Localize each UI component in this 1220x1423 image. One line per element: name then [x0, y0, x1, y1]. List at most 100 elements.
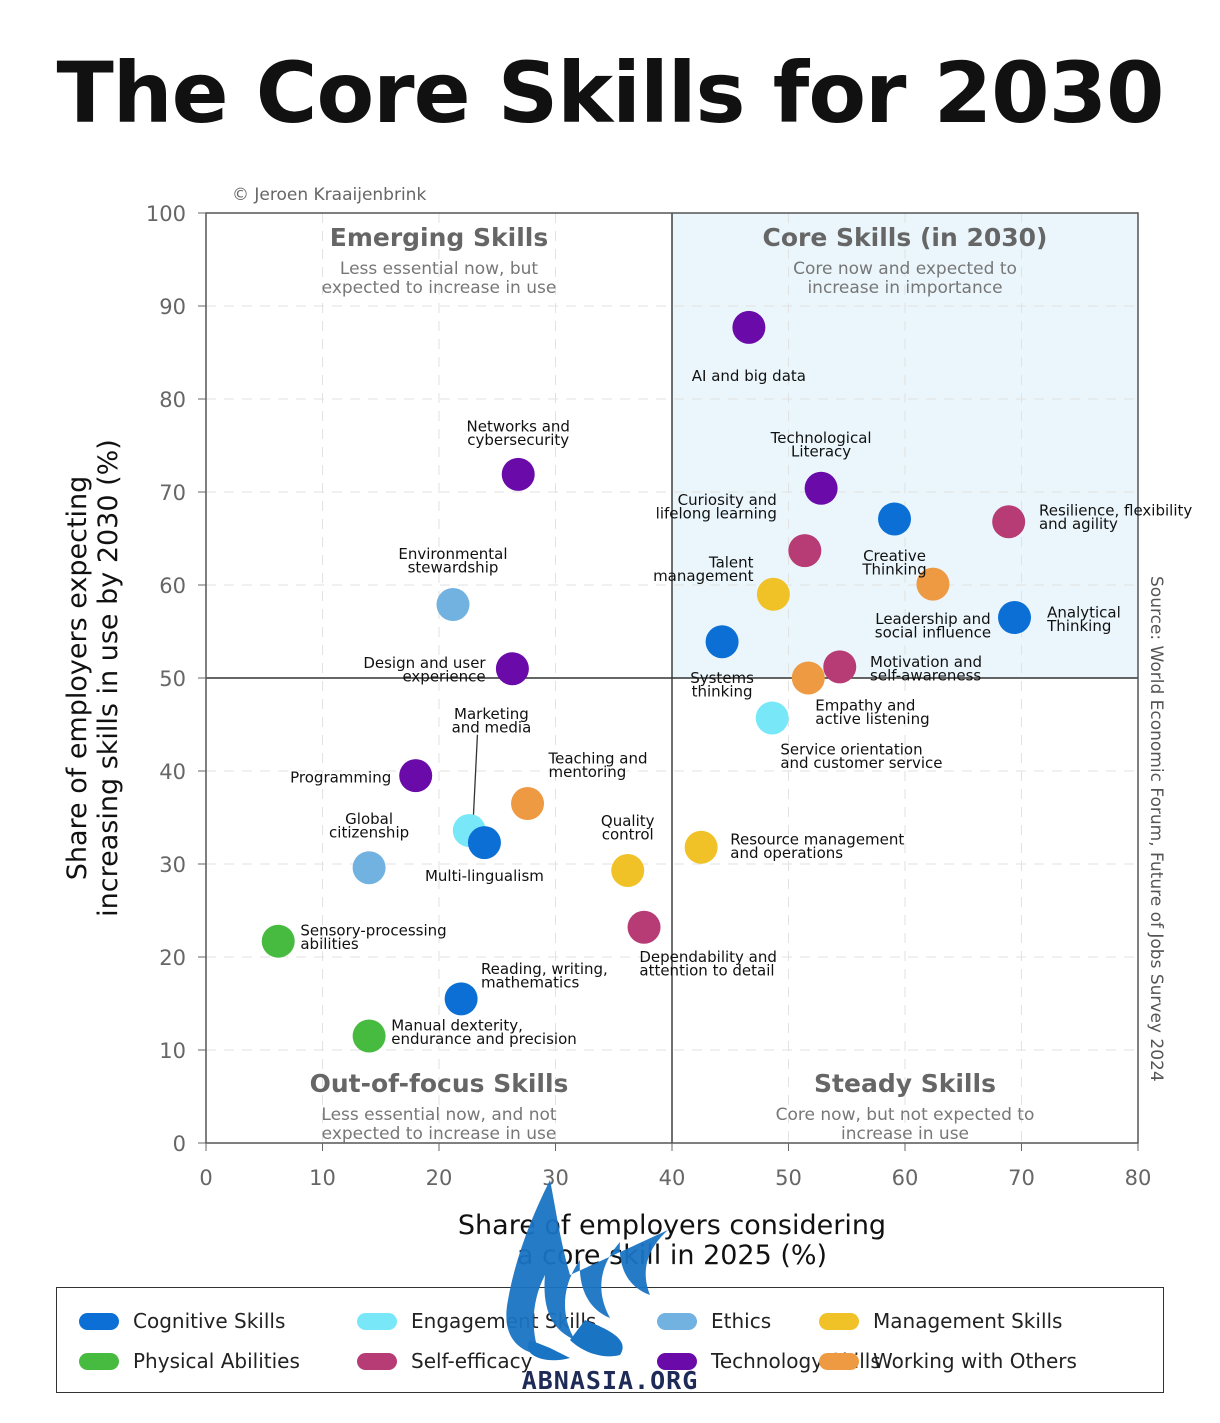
x-tick-label: 50	[775, 1166, 802, 1190]
point-label: Creative	[863, 547, 926, 565]
data-point	[916, 567, 950, 601]
y-tick-label: 20	[159, 946, 186, 970]
data-point	[823, 650, 857, 684]
point-label: experience	[402, 667, 485, 685]
eagle-logo-icon	[506, 1180, 668, 1361]
quadrant-scatter-chart: 0 10 20 30 40 50 60 70 800102030405060708090100 …	[62, 185, 1192, 1271]
y-tick-label: 0	[173, 1132, 186, 1156]
point-label: Analytical	[1047, 604, 1121, 622]
point-label: and agility	[1039, 515, 1118, 533]
legend-swatch	[357, 1352, 397, 1370]
point-label: Thinking	[1046, 617, 1111, 635]
point-label: citizenship	[329, 824, 409, 842]
data-point	[684, 830, 718, 864]
leader-line	[472, 734, 479, 819]
x-tick-label: 30	[542, 1166, 569, 1190]
data-point	[705, 625, 739, 659]
point-label: and operations	[730, 844, 843, 862]
legend-item: Cognitive Skills	[79, 1306, 285, 1336]
x-tick-label: 40	[659, 1166, 686, 1190]
point-label: stewardship	[408, 559, 499, 577]
quadrant-subtitle: expected to increase in use	[322, 1124, 557, 1144]
legend-swatch	[357, 1312, 397, 1330]
point-label: cybersecurity	[467, 431, 569, 449]
copyright-note: © Jeroen Kraaijenbrink	[232, 185, 426, 205]
quadrant-subtitle: Less essential now, and not	[321, 1105, 557, 1125]
legend-label: Working with Others	[873, 1349, 1077, 1373]
quadrant-subtitle: expected to increase in use	[322, 278, 557, 298]
point-label: abilities	[300, 935, 358, 953]
quadrant-title: Out-of-focus Skills	[310, 1069, 569, 1098]
x-tick-label: 60	[892, 1166, 919, 1190]
quadrant-subtitle: increase in importance	[807, 278, 1002, 298]
data-point	[804, 471, 838, 505]
point-label: Environmental	[398, 545, 507, 563]
data-point	[611, 854, 645, 888]
point-label: Curiosity and	[678, 491, 777, 509]
point-label: attention to detail	[639, 961, 774, 979]
watermark-text: ABNASIA.ORG	[521, 1366, 699, 1395]
legend-swatch	[819, 1312, 859, 1330]
y-tick-label: 80	[159, 388, 186, 412]
point-label: Multi-lingualism	[425, 867, 544, 885]
data-point	[627, 910, 661, 944]
point-label: mathematics	[481, 973, 580, 991]
data-point	[732, 310, 766, 344]
point-label: Reading, writing,	[481, 960, 608, 978]
x-tick-label: 20	[426, 1166, 453, 1190]
legend-swatch	[79, 1312, 119, 1330]
point-label: Motivation and	[870, 653, 982, 671]
legend-item: Working with Others	[819, 1346, 1077, 1376]
y-tick-label: 10	[159, 1039, 186, 1063]
y-tick-label: 100	[146, 202, 186, 226]
point-label: social influence	[875, 624, 991, 642]
point-label: mentoring	[549, 763, 627, 781]
point-label: Networks and	[467, 418, 570, 436]
quadrant-subtitle: increase in use	[841, 1124, 969, 1144]
point-label: Programming	[290, 769, 391, 787]
legend-label: Ethics	[711, 1309, 772, 1333]
legend-swatch	[657, 1312, 697, 1330]
point-label: self-awareness	[870, 666, 981, 684]
point-label: Talent	[708, 553, 754, 571]
x-axis-label-line: a core skill in 2025 (%)	[517, 1240, 827, 1271]
point-label: thinking	[692, 682, 753, 700]
quadrant-subtitle: Core now, but not expected to	[776, 1105, 1035, 1125]
data-point	[788, 534, 822, 568]
page-title: The Core Skills for 2030	[56, 44, 1164, 142]
point-label: Dependability and	[639, 948, 777, 966]
y-tick-label: 30	[159, 853, 186, 877]
watermark: ABNASIA.ORG	[490, 1180, 730, 1395]
data-point	[261, 924, 295, 958]
quadrant-subtitle: Less essential now, but	[340, 259, 539, 279]
legend-label: Management Skills	[873, 1309, 1063, 1333]
x-tick-label: 0	[199, 1166, 212, 1190]
y-tick-label: 40	[159, 760, 186, 784]
point-label: management	[653, 567, 754, 585]
legend-label: Physical Abilities	[133, 1349, 300, 1373]
axis-ticks: 0 10 20 30 40 50 60 70 80 0 10 20 30 40 50 60 70 80 90 100	[146, 202, 1151, 1190]
point-label: and media	[452, 719, 532, 737]
quadrant-title: Emerging Skills	[330, 223, 549, 252]
point-label: Resource management	[730, 831, 904, 849]
y-tick-label: 60	[159, 574, 186, 598]
data-points: AI and big data Networks andcybersecurity…	[261, 310, 1192, 1053]
data-point	[998, 601, 1032, 635]
legend-item: Physical Abilities	[79, 1346, 300, 1376]
point-label: Thinking	[861, 560, 926, 578]
legend-item: Management Skills	[819, 1306, 1062, 1336]
x-tick-label: 10	[309, 1166, 336, 1190]
x-tick-label: 70	[1008, 1166, 1035, 1190]
data-point	[791, 661, 825, 695]
legend-label: Cognitive Skills	[133, 1309, 286, 1333]
legend-label: Self-efficacy	[411, 1349, 533, 1373]
point-label: control	[602, 825, 654, 843]
data-point	[501, 457, 535, 491]
data-point	[495, 652, 529, 686]
legend-swatch	[819, 1352, 859, 1370]
data-point	[878, 502, 912, 536]
point-label: Leadership and	[875, 610, 990, 628]
point-label: endurance and precision	[391, 1030, 577, 1048]
point-label: Marketing	[454, 705, 529, 723]
